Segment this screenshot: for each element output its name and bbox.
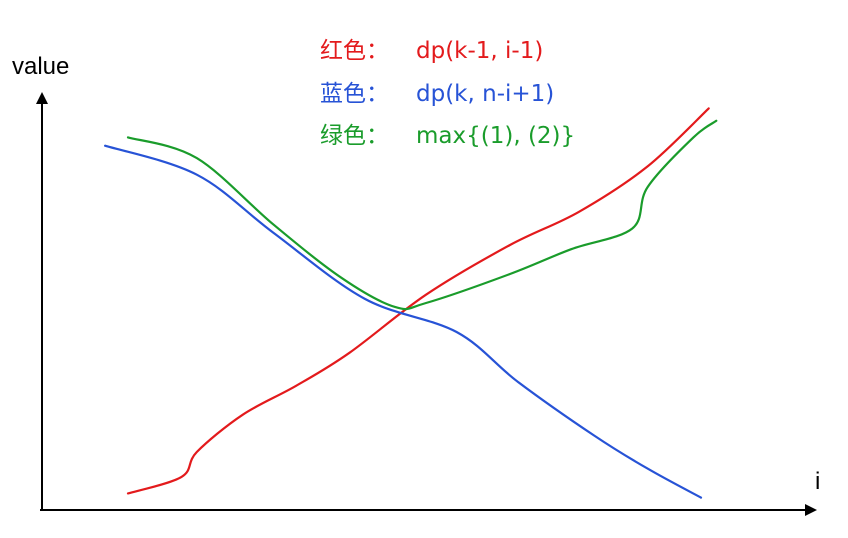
legend: 红色： dp(k-1, i-1) 蓝色： dp(k, n-i+1) 绿色： ma… [320,38,575,149]
legend-red-formula: dp(k-1, i-1) [416,38,543,64]
x-axis-label: i [815,468,820,495]
blue-series-line [104,144,703,499]
series-layer [104,107,718,499]
legend-green-name: 绿色： [320,123,389,149]
x-axis-arrow [805,504,817,516]
legend-red-name: 红色： [320,38,389,64]
green-series-line [126,119,718,311]
legend-blue-name: 蓝色： [320,81,389,107]
legend-blue-formula: dp(k, n-i+1) [416,81,554,107]
y-axis-arrow [36,92,48,104]
red-series-line [126,107,710,495]
y-axis-label: value [12,53,69,80]
legend-green-formula: max{(1), (2)} [416,123,575,149]
